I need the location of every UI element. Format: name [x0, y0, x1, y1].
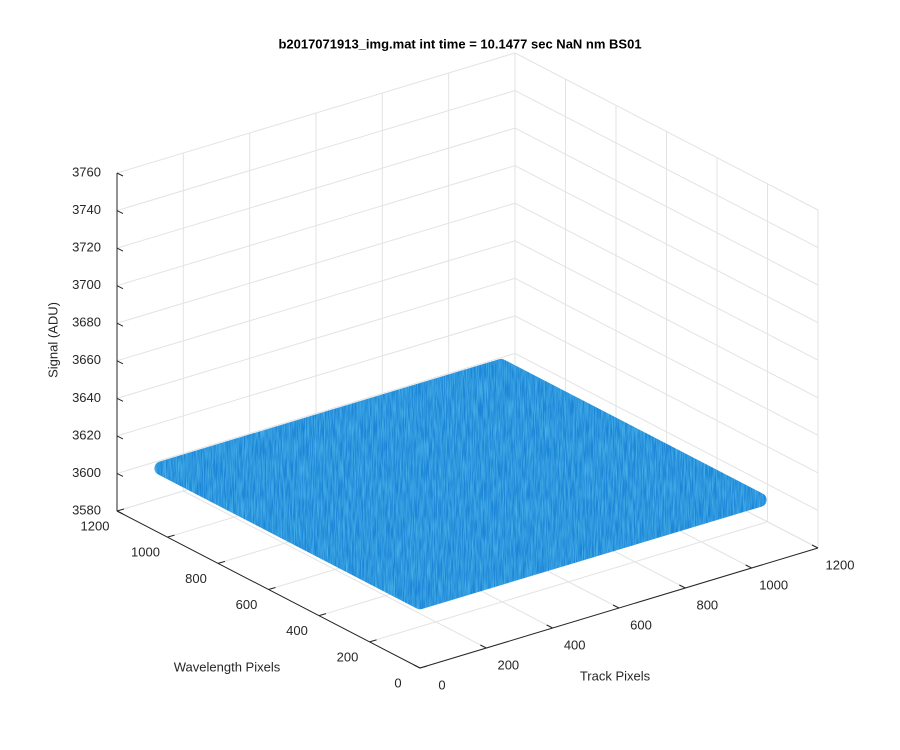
z-tick — [116, 247, 124, 252]
x-tick — [612, 604, 620, 609]
z-tick — [116, 322, 124, 327]
x-tick-label: 800 — [696, 597, 718, 612]
surface-cell — [324, 358, 638, 492]
x-tick-label: 200 — [497, 657, 519, 672]
z-tick — [116, 285, 124, 290]
y-tick-label: 400 — [286, 623, 308, 638]
z-tick — [116, 472, 124, 477]
x-tick-label: 0 — [438, 677, 445, 692]
grid-line — [116, 127, 516, 249]
z-tick-label: 3580 — [72, 502, 101, 517]
y-tick — [419, 665, 428, 669]
x-tick — [480, 644, 487, 649]
grid-line — [369, 521, 768, 643]
surface — [154, 358, 767, 610]
z-tick-label: 3620 — [72, 427, 101, 442]
y-tick — [116, 508, 125, 512]
z-axis-label: Signal (ADU) — [45, 302, 60, 378]
z-tick-label: 3760 — [72, 164, 101, 179]
x-axis-label: Track Pixels — [580, 668, 651, 683]
grid-line — [514, 52, 819, 211]
grid-line — [116, 52, 516, 174]
grid-line — [116, 202, 516, 324]
x-tick-label: 1000 — [759, 577, 788, 592]
y-tick-label: 200 — [337, 649, 359, 664]
z-tick-label: 3660 — [72, 352, 101, 367]
y-tick-label: 0 — [394, 675, 401, 690]
grid-line — [116, 240, 516, 362]
x-tick-label: 1200 — [826, 557, 855, 572]
x-tick — [413, 664, 421, 669]
grid-line — [514, 202, 819, 361]
z-tick — [116, 360, 124, 365]
grid-line — [116, 315, 516, 437]
chart-title: b2017071913_img.mat int time = 10.1477 s… — [278, 36, 641, 51]
z-tick — [116, 510, 124, 515]
grid-line — [514, 315, 819, 474]
grid-line — [514, 165, 819, 324]
x-tick-label: 400 — [564, 637, 586, 652]
grid-line — [514, 277, 819, 436]
grid-line — [116, 277, 516, 399]
x-tick — [811, 544, 819, 549]
z-tick — [116, 397, 124, 402]
y-tick — [167, 534, 175, 538]
z-tick-label: 3600 — [72, 465, 101, 480]
z-tick-label: 3680 — [72, 315, 101, 330]
z-tick-label: 3740 — [72, 202, 101, 217]
z-tick — [116, 210, 124, 215]
grid-line — [514, 127, 819, 286]
grid-line — [514, 240, 819, 399]
z-tick-label: 3640 — [72, 390, 101, 405]
x-tick — [745, 564, 752, 569]
grid-line — [514, 353, 819, 511]
y-tick-label: 1000 — [131, 545, 160, 560]
y-tick-label: 800 — [185, 571, 207, 586]
y-tick — [217, 560, 226, 564]
z-tick-label: 3720 — [72, 240, 101, 255]
z-tick — [116, 435, 124, 440]
y-tick — [318, 613, 327, 617]
x-tick-label: 600 — [630, 617, 652, 632]
grid-line — [116, 352, 516, 474]
y-tick — [268, 587, 276, 590]
grid-line — [116, 165, 516, 287]
x-tick — [546, 624, 553, 629]
y-tick-label: 600 — [236, 597, 258, 612]
z-tick-label: 3700 — [72, 277, 101, 292]
x-tick — [679, 584, 686, 589]
grid-line — [514, 90, 819, 248]
y-axis-label: Wavelength Pixels — [174, 659, 281, 674]
y-tick — [369, 639, 377, 643]
grid-line — [116, 90, 516, 212]
y-tick-label: 1200 — [81, 518, 110, 533]
z-tick — [116, 172, 124, 177]
